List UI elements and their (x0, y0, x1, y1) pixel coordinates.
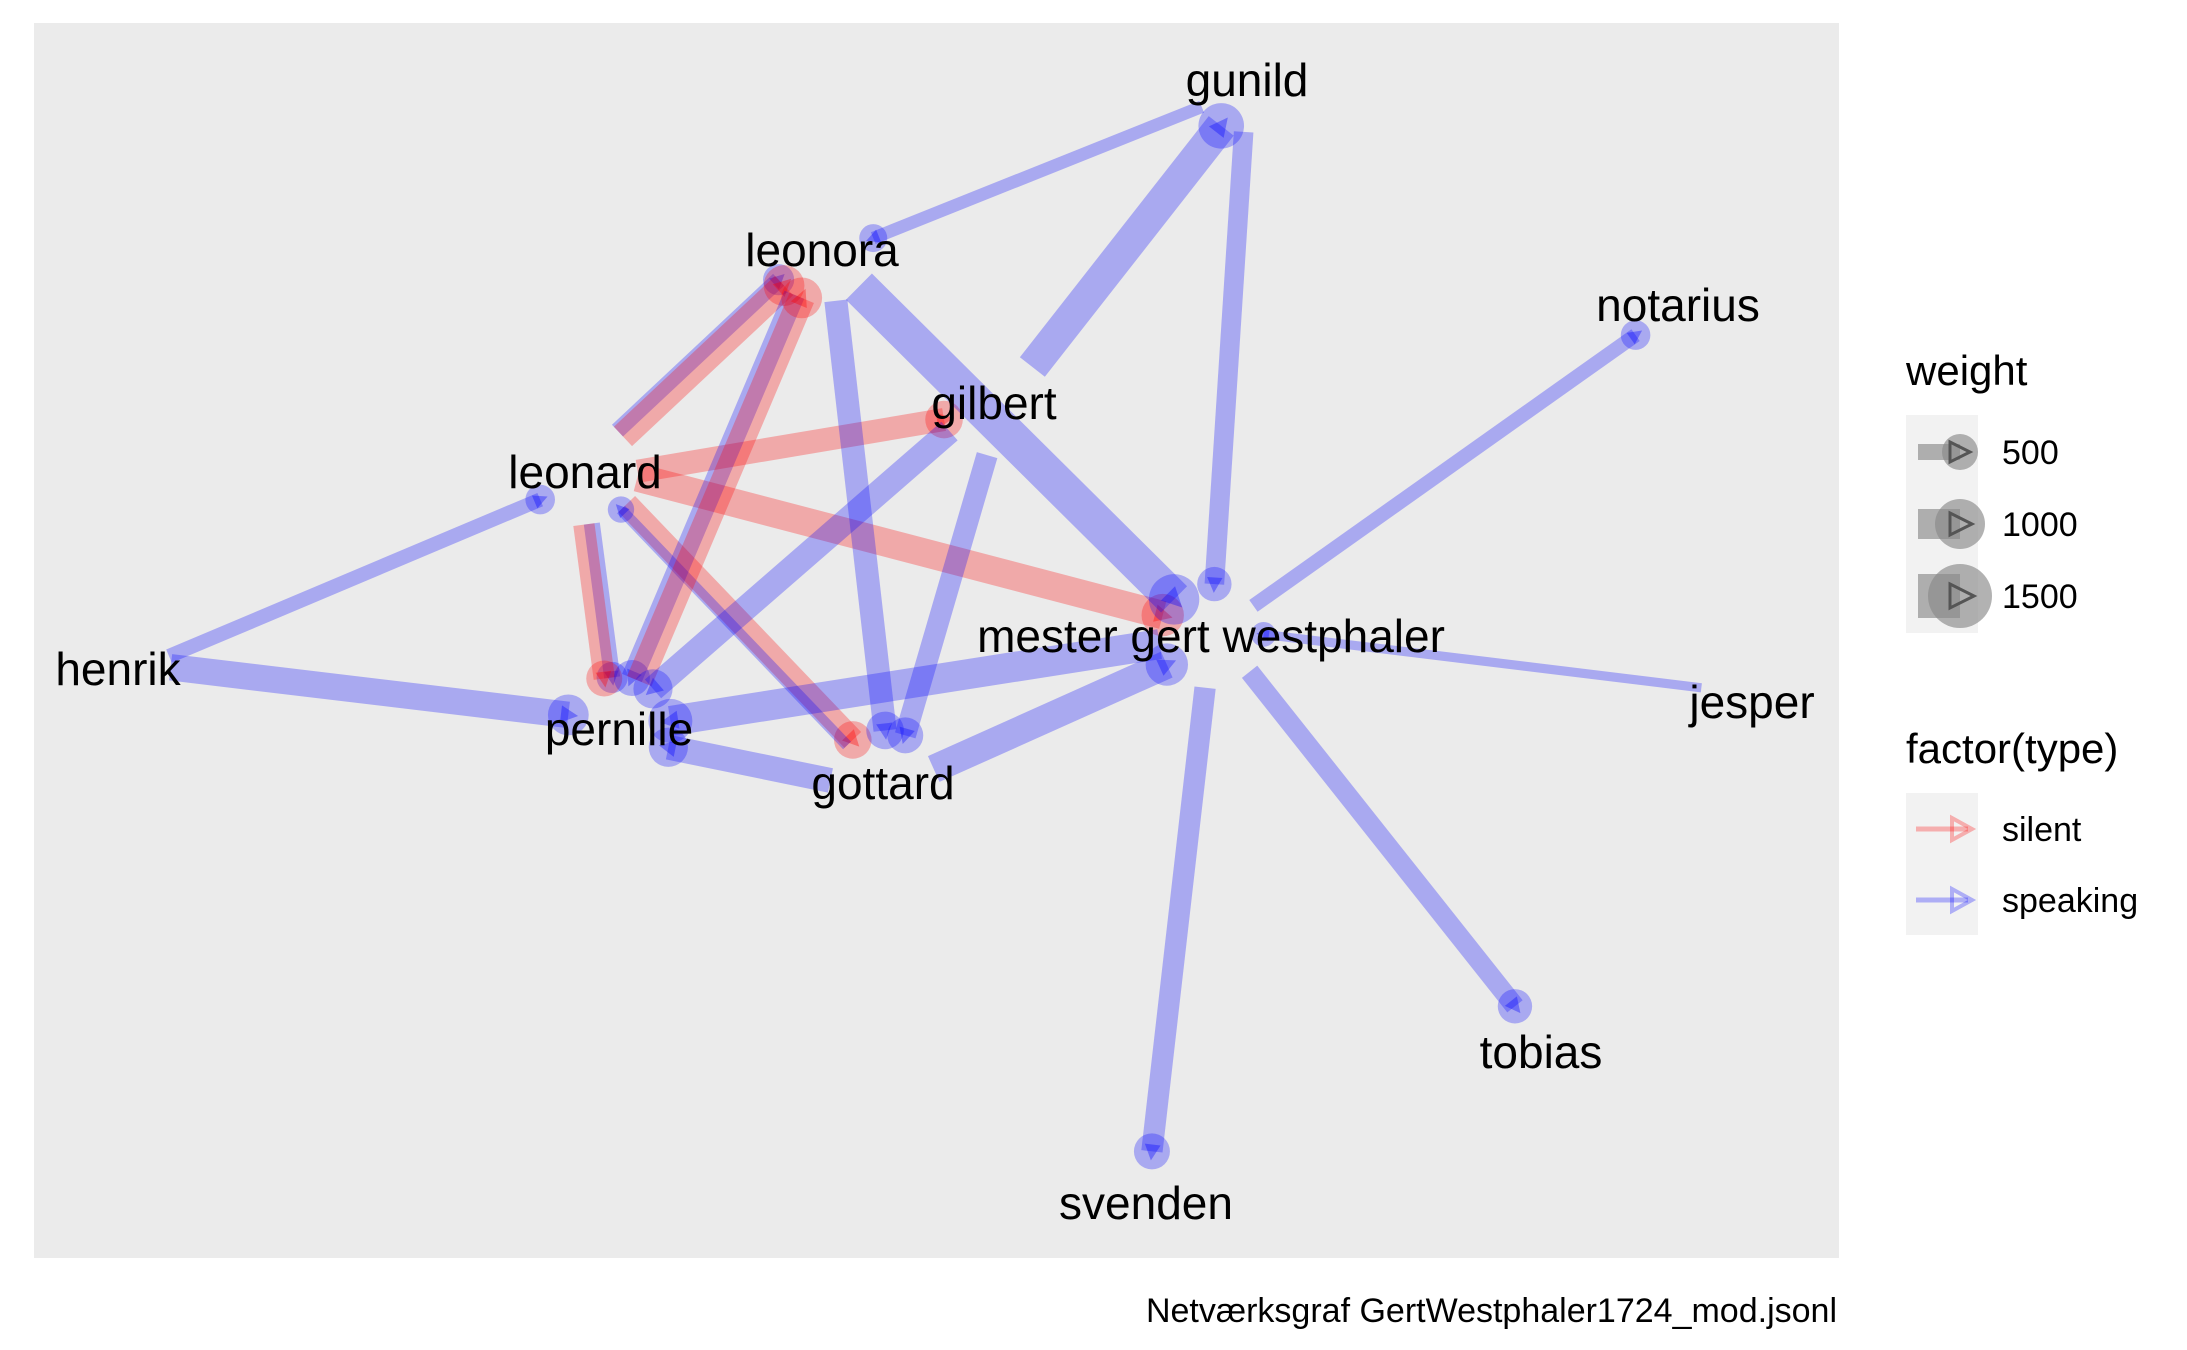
legend-weight-key-500 (1918, 434, 1978, 470)
node-label-leonard: leonard (508, 446, 661, 498)
edge-leonard-gottard-silent (618, 496, 872, 759)
edge-leonard-pernille-silent (573, 523, 623, 697)
edge-leonora-gottard-speaking (824, 299, 904, 750)
edge-gunild-mester-speaking (1197, 131, 1254, 602)
node-label-gilbert: gilbert (931, 377, 1057, 429)
edge-pernille-leonora-silent (627, 277, 823, 687)
edges-layer (166, 100, 1702, 1170)
figure-caption: Netværksgraf GertWestphaler1724_mod.json… (1146, 1292, 1837, 1330)
edge-gottard-leonard-speaking (607, 496, 851, 750)
legend-type-key-silent (1916, 814, 1977, 844)
edge-mester-tobias-speaking (1241, 665, 1533, 1024)
legend-type-title: factor(type) (1906, 725, 2118, 772)
node-label-svenden: svenden (1059, 1177, 1233, 1229)
legend-type-key-bg (1906, 793, 1978, 935)
node-label-gottard: gottard (811, 757, 954, 809)
legend-type-label-speaking: speaking (2002, 882, 2138, 920)
edge-henrik-leonard-speaking (166, 484, 555, 663)
node-label-pernille: pernille (545, 703, 693, 755)
legend-type: factor(type) silent speaking (1906, 725, 2138, 935)
edge-leonard-mester-silent (633, 463, 1184, 637)
legend-weight-label-1500: 1500 (2002, 578, 2078, 616)
node-label-leonora: leonora (745, 224, 899, 276)
edge-gottard-mester-speaking (927, 643, 1189, 782)
legend-weight-key-1500 (1918, 564, 1992, 628)
node-label-mester: mester gert westphaler (977, 610, 1445, 662)
legend-type-key-speaking (1916, 885, 1977, 915)
edge-jesper-mester-speaking (1251, 621, 1702, 693)
edge-leonard-pernille-speaking (583, 522, 628, 694)
edge-leonora-mester-speaking (845, 273, 1200, 625)
edge-leonard-leonora-silent (613, 265, 805, 447)
edge-leonard-leonora-speaking (611, 264, 795, 437)
nodes-layer: gunild leonora notarius gilbert leonard henri… (55, 54, 1814, 1229)
edge-gunild-leonora-speaking (859, 100, 1205, 253)
node-label-henrik: henrik (55, 643, 181, 695)
legend-weight-key-1000 (1918, 499, 1985, 549)
edge-gilbert-gunild-speaking (1019, 103, 1245, 377)
edge-leonora-pernille-speaking (613, 290, 805, 697)
plot-panel (34, 23, 1839, 1258)
edge-mester-notarius-speaking (1249, 320, 1651, 612)
node-label-jesper: jesper (1687, 676, 1814, 728)
edge-mester-pernille-speaking (648, 629, 1162, 743)
edge-gottard-pernille-speaking (648, 727, 833, 793)
legend-weight-label-500: 500 (2002, 434, 2059, 472)
edge-henrik-pernille-speaking (169, 654, 589, 736)
legend-weight-title: weight (1905, 347, 2028, 394)
edge-mester-svenden-speaking (1133, 686, 1216, 1170)
edge-gilbert-gottard-speaking (887, 452, 998, 754)
node-label-tobias: tobias (1480, 1026, 1603, 1078)
legend-weight: weight 500 1000 1500 (1905, 347, 2078, 633)
edge-gilbert-pernille-speaking (633, 421, 958, 709)
legend-type-label-silent: silent (2002, 811, 2082, 849)
edge-leonard-gilbert-silent (635, 400, 963, 483)
node-label-notarius: notarius (1596, 279, 1760, 331)
node-label-gunild: gunild (1186, 54, 1309, 106)
legend-weight-label-1000: 1000 (2002, 506, 2078, 544)
